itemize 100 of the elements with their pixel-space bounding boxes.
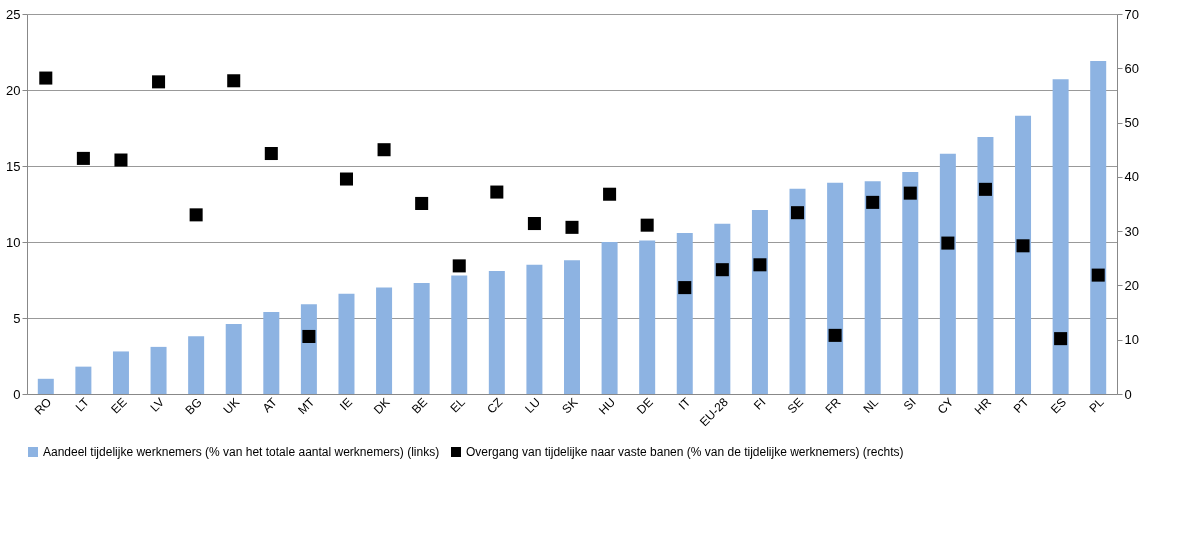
bar [676, 232, 693, 394]
x-tick-label: LT [72, 394, 93, 415]
point [791, 206, 805, 220]
y-tick-label: 0 [13, 386, 21, 402]
x-tick-label: HU [595, 395, 619, 418]
x-tick-label: LV [147, 395, 168, 415]
bar [225, 324, 242, 394]
bar [488, 270, 505, 394]
bar [564, 260, 580, 394]
bar [376, 287, 393, 394]
point [1054, 332, 1068, 346]
x-tick-label: BG [182, 395, 205, 418]
x-tick-label: ES [1047, 395, 1070, 417]
x-tick-label: EL [447, 394, 468, 416]
bar [451, 275, 468, 394]
bar [112, 351, 129, 394]
point [189, 208, 203, 222]
bar [977, 137, 994, 394]
y2-tick-label: 10 [1124, 332, 1139, 348]
bar [639, 240, 656, 394]
point [1016, 239, 1030, 253]
bar [188, 336, 205, 394]
point [264, 147, 278, 161]
x-tick-label: SE [784, 395, 806, 417]
bar [1015, 115, 1032, 394]
x-tick-label: PL [1086, 394, 1107, 416]
x-tick-label: IT [675, 394, 694, 413]
y2-tick-label: 20 [1124, 277, 1139, 293]
point [753, 258, 767, 272]
bar [150, 346, 167, 394]
point [76, 151, 90, 165]
y2-tick-label: 70 [1124, 6, 1139, 22]
x-tick-label: CZ [484, 395, 506, 417]
bar [902, 172, 919, 394]
x-tick-label: HR [971, 394, 995, 418]
x-tick-label: FI [750, 395, 769, 413]
point [640, 218, 654, 232]
point [715, 263, 729, 277]
point [678, 281, 692, 295]
x-tick-label: CY [934, 395, 957, 417]
legend-label: Overgang van tijdelijke naar vaste banen (% van de tijdelijke werknemers) (rechts) [466, 445, 904, 459]
x-tick-label: AT [259, 394, 281, 416]
x-tick-label: PT [1010, 394, 1032, 416]
x-tick-label: DK [370, 395, 393, 417]
x-tick-label: NL [860, 394, 882, 416]
bar [1052, 79, 1069, 394]
y2-tick-label: 40 [1124, 169, 1139, 185]
x-tick-label: EE [108, 395, 130, 417]
point [565, 220, 579, 234]
point [978, 182, 992, 196]
point [603, 187, 617, 201]
point [452, 259, 466, 273]
x-tick-label: SK [559, 395, 581, 417]
point [828, 328, 842, 342]
y-tick-label: 20 [6, 82, 21, 98]
x-tick-label: RO [31, 395, 55, 418]
bar [939, 153, 956, 394]
point [39, 71, 53, 85]
y2-tick-label: 0 [1124, 386, 1132, 402]
point [490, 185, 504, 199]
point [339, 172, 353, 186]
x-tick-label: IE [337, 395, 355, 414]
y2-tick-label: 60 [1124, 60, 1139, 76]
y2-tick-label: 30 [1124, 223, 1139, 239]
point [866, 195, 880, 209]
point [527, 217, 541, 231]
point [114, 153, 128, 167]
point [1091, 268, 1105, 282]
point [227, 74, 241, 88]
y-tick-label: 5 [13, 310, 21, 326]
legend-label: Aandeel tijdelijke werknemers (% van het totale aantal werknemers) (links) [43, 445, 440, 459]
point [302, 329, 316, 343]
bar [601, 242, 618, 394]
x-tick-label: LU [522, 395, 543, 416]
point [903, 186, 917, 200]
x-tick-label: UK [220, 395, 243, 417]
x-tick-label: MT [295, 394, 318, 418]
point [415, 196, 429, 210]
point [152, 75, 166, 89]
x-tick-label: FR [822, 394, 844, 417]
bar [714, 223, 731, 394]
bar [789, 188, 806, 394]
x-tick-label: DE [633, 395, 656, 417]
point [377, 143, 391, 157]
y2-tick-label: 50 [1124, 115, 1139, 131]
x-tick-label: SI [900, 395, 919, 414]
bar [827, 182, 844, 394]
bar [526, 264, 543, 394]
bar [864, 181, 881, 394]
bar [751, 210, 768, 394]
bar [413, 283, 430, 394]
bar [263, 311, 280, 394]
bar [1090, 61, 1107, 394]
y-tick-label: 25 [6, 6, 21, 22]
y-tick-label: 15 [6, 158, 21, 174]
bar [37, 378, 54, 394]
point [941, 236, 955, 250]
x-tick-label: BE [408, 395, 431, 417]
bar [338, 293, 355, 394]
y-tick-label: 10 [6, 234, 21, 250]
